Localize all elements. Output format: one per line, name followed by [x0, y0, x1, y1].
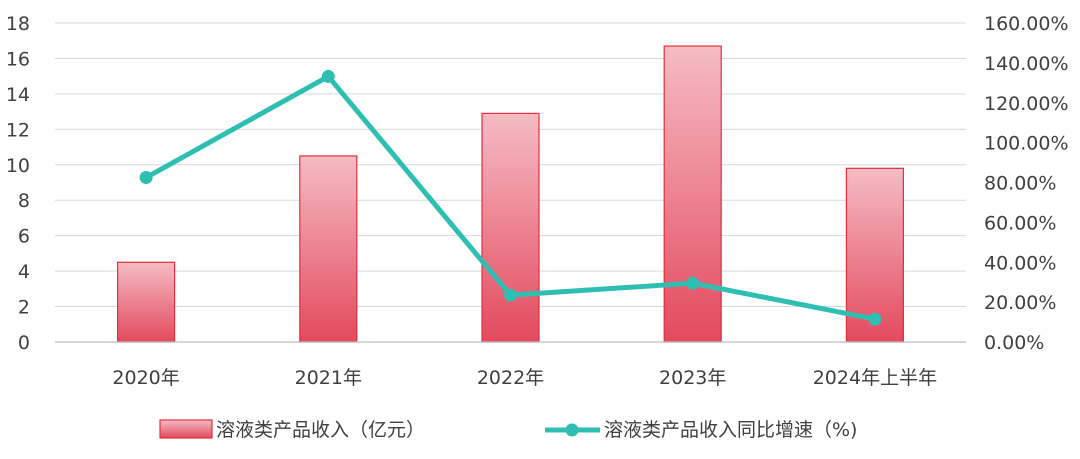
left-tick-label: 0	[18, 332, 30, 354]
bar	[299, 155, 358, 343]
left-tick-label: 12	[6, 119, 30, 141]
left-axis-ticks: 0 2 4 6 8 10 12 14 16 18	[6, 13, 30, 354]
category-label: 2020年	[112, 367, 179, 389]
left-tick-label: 18	[6, 13, 30, 35]
bar	[481, 112, 540, 343]
left-tick-label: 4	[18, 261, 30, 283]
category-label: 2021年	[295, 367, 362, 389]
right-axis-ticks: 0.00% 20.00% 40.00% 60.00% 80.00% 100.00% 120.…	[984, 13, 1069, 354]
bar	[116, 261, 176, 343]
line-series	[139, 69, 882, 326]
growth-point	[868, 312, 882, 326]
right-tick-label: 160.00%	[984, 13, 1069, 35]
right-tick-label: 100.00%	[984, 133, 1069, 155]
right-tick-label: 20.00%	[984, 292, 1056, 314]
left-tick-label: 10	[6, 155, 30, 177]
legend-line-marker	[565, 423, 579, 437]
right-tick-label: 120.00%	[984, 93, 1069, 115]
growth-point	[139, 171, 153, 185]
right-tick-label: 40.00%	[984, 252, 1056, 274]
legend-line-label: 溶液类产品收入同比增速（%)	[604, 419, 857, 441]
bar	[663, 45, 722, 343]
legend-bar-label: 溶液类产品收入（亿元）	[216, 419, 425, 441]
left-tick-label: 2	[18, 297, 30, 319]
left-tick-label: 16	[6, 48, 30, 70]
growth-point	[686, 276, 700, 290]
legend-bar-swatch	[159, 419, 213, 439]
category-label: 2023年	[659, 367, 726, 389]
right-tick-label: 60.00%	[984, 212, 1056, 234]
legend: 溶液类产品收入（亿元） 溶液类产品收入同比增速（%)	[159, 419, 857, 441]
left-tick-label: 6	[18, 226, 30, 248]
right-tick-label: 140.00%	[984, 53, 1069, 75]
bar-series	[116, 45, 905, 343]
category-label: 2022年	[477, 367, 544, 389]
category-labels: 2020年 2021年 2022年 2023年 2024年上半年	[112, 367, 937, 389]
growth-point	[504, 288, 517, 302]
growth-point	[321, 69, 335, 83]
left-tick-label: 8	[18, 190, 30, 212]
left-tick-label: 14	[6, 84, 30, 106]
right-tick-label: 0.00%	[984, 332, 1044, 354]
right-tick-label: 80.00%	[984, 173, 1056, 195]
category-label: 2024年上半年	[813, 367, 937, 389]
